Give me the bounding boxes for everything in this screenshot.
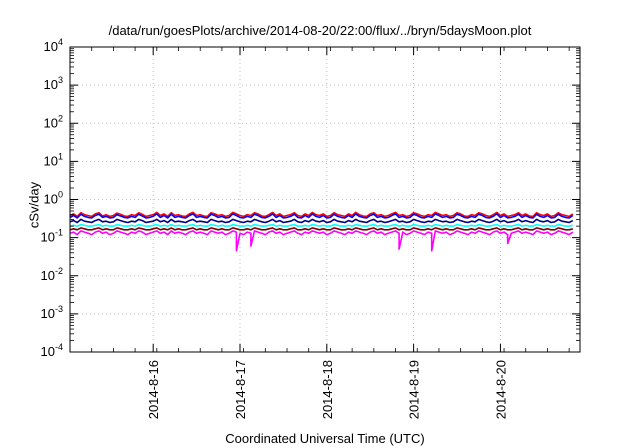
x-axis-label: Coordinated Universal Time (UTC): [225, 431, 425, 446]
y-tick-exponent: 0: [58, 190, 63, 200]
y-tick-exponent: 1: [58, 151, 63, 161]
y-tick-label: 102: [44, 113, 63, 130]
grid-lines: [70, 47, 580, 352]
y-tick-exponent: 2: [58, 113, 63, 123]
y-tick-label: 103: [44, 75, 63, 92]
x-tick-label: 2014-8-17: [233, 360, 248, 419]
y-tick-exponent: 3: [58, 75, 63, 85]
y-tick-exponent: 4: [58, 37, 63, 47]
x-axis: 2014-8-16 2014-8-17 2014-8-18 2014-8-19 2014…: [69, 47, 570, 419]
y-tick-exponent: -3: [55, 304, 63, 314]
series-line-5: [69, 213, 574, 219]
x-tick-label: 2014-8-18: [320, 360, 335, 419]
x-tick-label: 2014-8-19: [407, 360, 422, 419]
y-tick-label: 10-1: [41, 228, 63, 245]
series-line-3: [69, 218, 574, 224]
y-tick-exponent: -1: [55, 228, 63, 238]
y-tick-label: 101: [44, 151, 63, 168]
series-group: [69, 211, 574, 252]
y-tick-exponent: -2: [55, 266, 63, 276]
chart-title: /data/run/goesPlots/archive/2014-08-20/2…: [108, 23, 532, 38]
y-tick-label: 10-3: [41, 304, 63, 321]
y-axis-label: cSv/day: [26, 181, 42, 229]
y-tick-label: 10-4: [41, 342, 63, 359]
y-tick-label: 104: [44, 37, 63, 54]
y-tick-exponent: -4: [55, 342, 63, 352]
y-tick-label: 10-2: [41, 266, 63, 283]
series-line-4: [69, 211, 574, 218]
series-line-2: [69, 223, 573, 227]
series-line-1: [69, 227, 574, 231]
series-line-0: [69, 230, 574, 252]
x-tick-label: 2014-8-16: [146, 360, 161, 419]
x-tick-label: 2014-8-20: [493, 360, 508, 419]
y-tick-label: 100: [44, 190, 63, 207]
